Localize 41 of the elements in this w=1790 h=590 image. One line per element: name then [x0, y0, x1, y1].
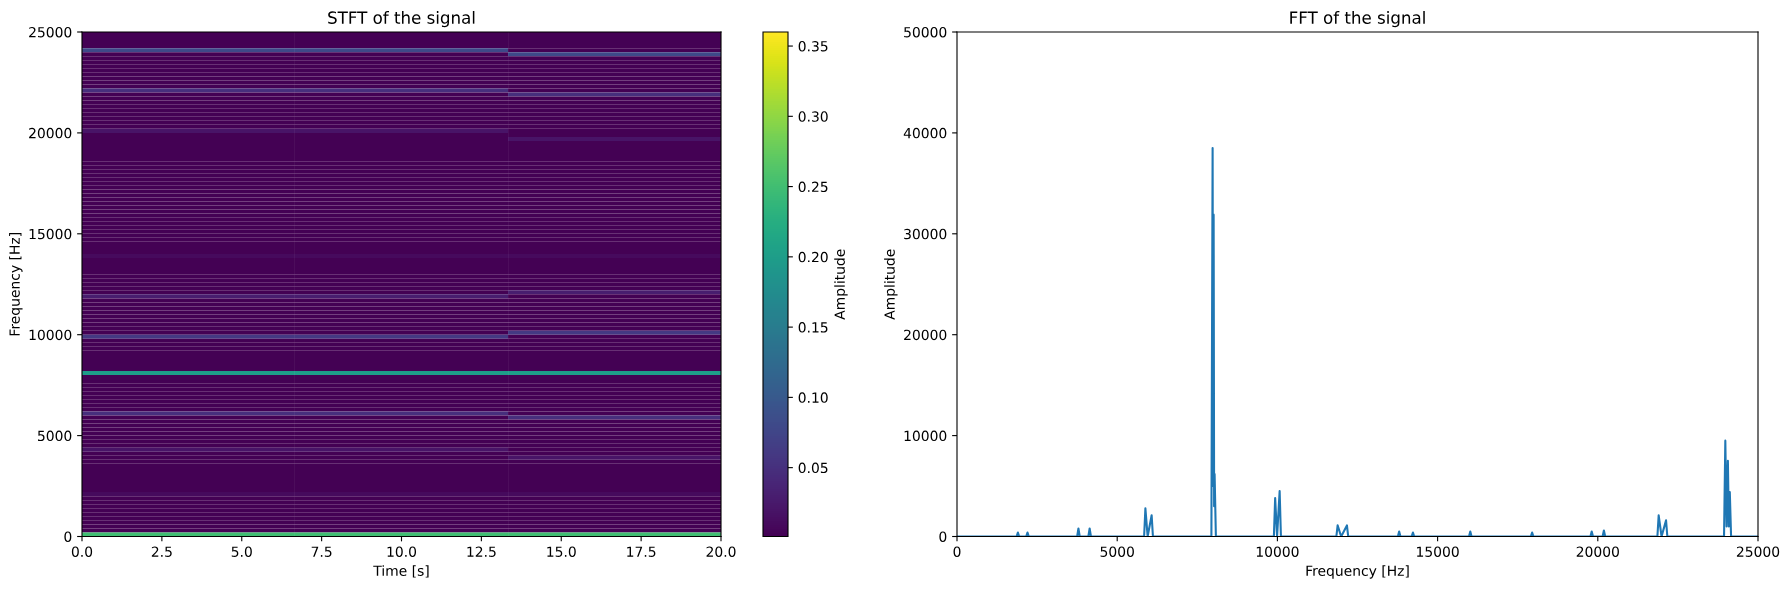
color-bar-label: 0.15 [798, 322, 828, 333]
x-tick-label: 25000 [1736, 546, 1780, 557]
y-tick-label: 0 [64, 531, 72, 542]
y-tick-label: 20000 [29, 127, 72, 139]
color-bar-label: 0.10 [798, 392, 828, 403]
y-tick-label: 40000 [903, 127, 947, 139]
x-tick-label: 12.5 [467, 546, 496, 557]
color-bar-label: 0.05 [798, 462, 828, 474]
x-tick-label: 5.0 [231, 546, 252, 557]
color-bar-label: 0.20 [798, 251, 828, 263]
color-bar-label: 0.30 [798, 111, 828, 122]
y-tick-label: 50000 [904, 26, 947, 38]
chart-title: STFT of the signal [328, 11, 475, 28]
y-tick-label: 10000 [29, 329, 72, 341]
y-tick-label: 20000 [904, 329, 947, 341]
x-tick-label: 2.5 [151, 546, 172, 557]
x-tick-label: 17.5 [627, 546, 656, 557]
x-tick-label: 7.5 [311, 546, 332, 557]
x-tick-label: 0.0 [71, 546, 93, 557]
y-tick-label: 30000 [904, 228, 947, 240]
y-tick-label: 0 [939, 531, 947, 542]
y-tick-label: 15000 [29, 228, 72, 240]
x-tick-label: 20.0 [706, 546, 736, 557]
x-tick-label: 10000 [1256, 546, 1299, 557]
x-tick-label: 10.0 [387, 546, 417, 557]
color-bar-label: 0.25 [798, 181, 828, 193]
x-tick-label: 15.0 [547, 546, 576, 557]
x-tick-label: 20000 [1576, 546, 1619, 557]
x-tick-label: 0 [953, 546, 961, 557]
x-axis-title: Time [s] [373, 565, 429, 578]
x-axis-title: Frequency [Hz] [1306, 565, 1409, 579]
chart-title: FFT of the signal [1290, 11, 1425, 28]
y-axis-title: Frequency [Hz] [9, 233, 23, 336]
y-tick-label: 25000 [29, 26, 72, 38]
color-bar-label: 0.35 [798, 41, 828, 52]
x-tick-label: 15000 [1417, 546, 1459, 557]
y-tick-label: 5000 [38, 430, 72, 442]
x-tick-label: 5000 [1100, 546, 1134, 557]
y-axis-title: Amplitude [884, 249, 898, 320]
color-bar-title: Amplitude [834, 249, 848, 320]
y-tick-label: 10000 [904, 430, 947, 442]
